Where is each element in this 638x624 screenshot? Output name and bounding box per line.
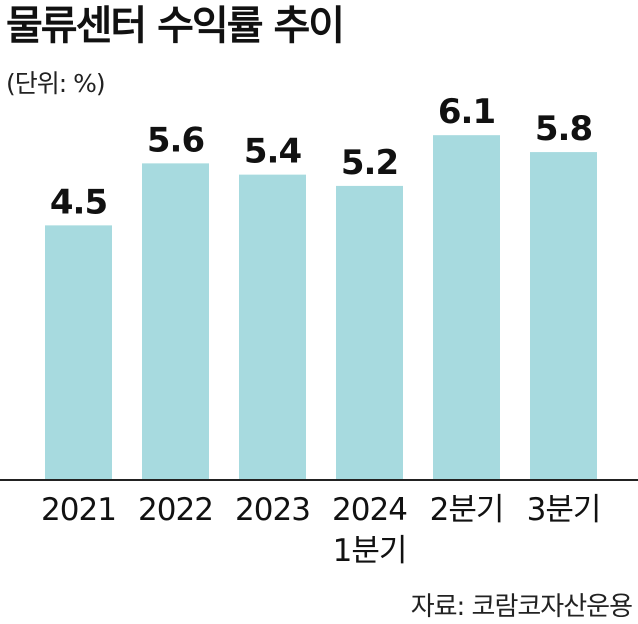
category-label-5: 3분기 [527,492,601,528]
bar-value-label-3: 5.2 [341,143,398,183]
bar-1 [142,163,209,479]
bar-0 [45,225,112,479]
category-label-3: 2024 [332,492,407,528]
bar-4 [433,135,500,479]
unit-label: (단위: %) [6,69,106,98]
category-label-1: 2022 [138,492,213,528]
category-label-4: 2분기 [430,492,504,528]
bar-3 [336,185,403,479]
category-label-2: 2023 [235,492,310,528]
bar-value-label-1: 5.6 [147,120,204,160]
bar-value-label-2: 5.4 [244,132,302,172]
category-label-3-line-1: 1분기 [333,533,407,569]
bars-layer [45,135,597,480]
bar-value-label-5: 5.8 [535,109,592,149]
bar-value-label-4: 6.1 [438,92,495,132]
category-label-0: 2021 [41,492,116,528]
source-label: 자료: 코람코자산운용 [410,592,633,622]
labels-layer: 4.5 2021 5.6 2022 5.4 2023 5.2 2024 1분기 6.1 2분기 5.8… [41,92,601,569]
chart-title: 물류센터 수익률 추이 [6,3,345,49]
bar-2 [239,174,306,480]
bar-5 [530,152,597,479]
bar-value-label-0: 4.5 [50,182,107,222]
